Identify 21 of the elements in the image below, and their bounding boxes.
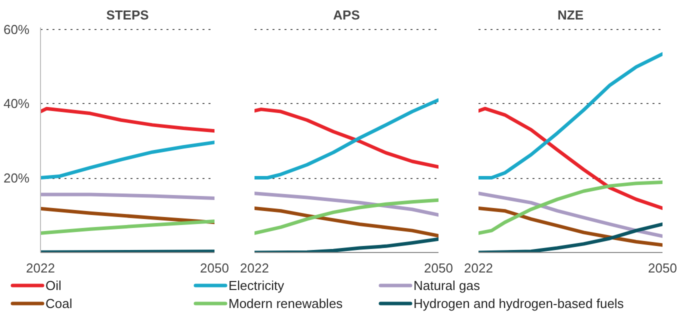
y-tick-label: 20% bbox=[3, 170, 30, 186]
x-tick-label: 2050 bbox=[648, 260, 677, 276]
chart-title: NZE bbox=[558, 8, 584, 22]
legend-label: Natural gas bbox=[414, 278, 480, 293]
line-series bbox=[40, 140, 214, 180]
x-tick-label: 2022 bbox=[464, 260, 493, 276]
legend-label: Hydrogen and hydrogen-based fuels bbox=[414, 296, 624, 311]
chart-title: APS bbox=[333, 8, 360, 22]
x-tick-label: 2022 bbox=[26, 260, 55, 276]
x-tick-label: 2050 bbox=[424, 260, 453, 276]
line-series bbox=[40, 220, 214, 235]
legend-label: Electricity bbox=[228, 278, 285, 293]
y-tick-label: 60% bbox=[3, 22, 30, 37]
line-series bbox=[40, 106, 214, 133]
legend-label: Coal bbox=[46, 296, 72, 311]
legend-label: Oil bbox=[46, 278, 62, 293]
y-tick-label: 40% bbox=[3, 96, 30, 112]
legend-label: Modern renewables bbox=[228, 296, 344, 311]
x-tick-label: 2022 bbox=[240, 260, 269, 276]
chart-title: STEPS bbox=[106, 8, 150, 22]
x-tick-label: 2050 bbox=[200, 260, 229, 276]
